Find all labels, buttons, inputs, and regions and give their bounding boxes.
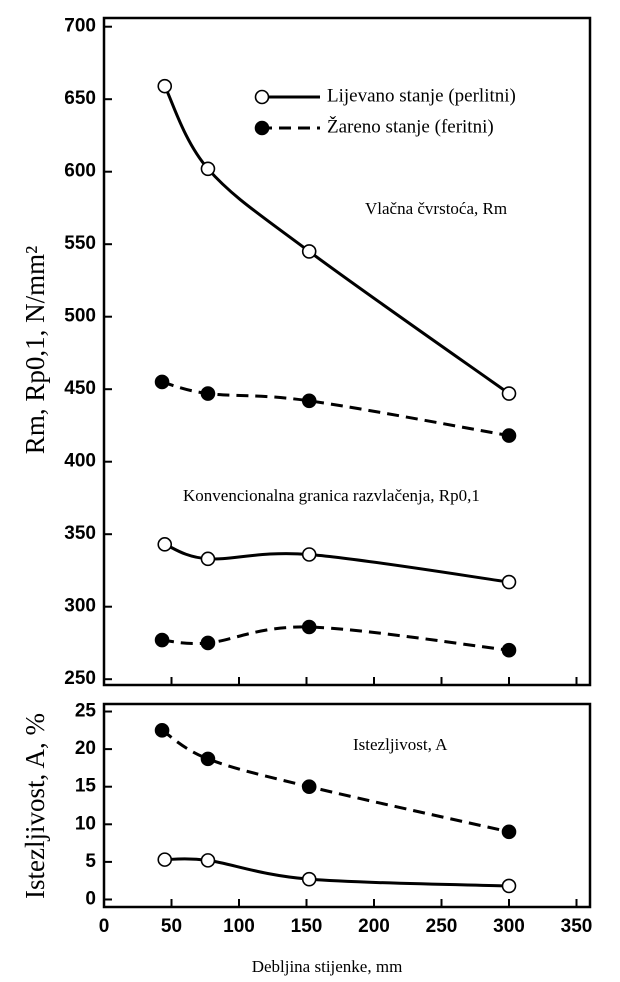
data-point xyxy=(301,244,317,259)
data-point xyxy=(200,853,216,868)
data-point xyxy=(501,574,517,590)
data-point xyxy=(301,779,317,795)
y-tick-label: 25 xyxy=(75,701,97,722)
data-point xyxy=(501,824,517,840)
x-tick-label: 300 xyxy=(493,916,525,937)
y-tick-label: 350 xyxy=(64,523,96,544)
y-tick-label: 450 xyxy=(64,378,96,399)
data-point xyxy=(200,551,216,567)
legend-marker xyxy=(254,120,270,136)
y-tick-label: 700 xyxy=(64,16,96,37)
data-point xyxy=(157,78,173,94)
legend-label: Lijevano stanje (perlitni) xyxy=(327,85,516,106)
y-tick-label: 550 xyxy=(64,233,96,254)
data-point xyxy=(501,878,517,894)
x-tick-label: 200 xyxy=(358,916,390,937)
y-tick-label: 0 xyxy=(85,888,96,909)
data-point xyxy=(301,619,317,635)
series-line xyxy=(161,625,510,652)
data-point xyxy=(154,723,170,738)
data-point xyxy=(157,852,173,867)
data-point xyxy=(200,161,216,177)
series-line xyxy=(163,85,510,395)
data-point xyxy=(200,635,216,651)
x-axis-label: Debljina stijenke, mm xyxy=(252,957,403,976)
y-tick-label: 15 xyxy=(75,776,97,797)
series-line xyxy=(164,857,510,888)
data-point xyxy=(157,537,173,552)
data-point xyxy=(200,751,216,767)
series-line xyxy=(164,542,510,584)
data-point xyxy=(301,871,317,887)
data-point xyxy=(154,374,170,390)
y-tick-label: 650 xyxy=(64,88,96,109)
data-point xyxy=(501,386,517,401)
y-tick-label: 20 xyxy=(75,738,96,759)
legend-marker xyxy=(254,89,270,105)
data-point xyxy=(154,632,170,648)
plot-frame xyxy=(102,702,592,909)
annotation: Vlačna čvrstoća, Rm xyxy=(365,199,507,218)
data-point xyxy=(301,547,317,562)
y-tick-label: 400 xyxy=(64,451,96,472)
annotation: Istezljivost, A xyxy=(353,735,448,754)
data-point xyxy=(301,393,317,409)
y-tick-label: 600 xyxy=(64,161,96,182)
plot-frame xyxy=(102,16,592,687)
x-tick-label: 250 xyxy=(426,916,458,937)
x-tick-label: 350 xyxy=(561,916,593,937)
annotation: Konvencionalna granica razvlačenja, Rp0,… xyxy=(183,486,480,505)
y-axis-label: Istezljivost, A, % xyxy=(20,713,50,899)
y-tick-label: 250 xyxy=(64,668,96,689)
series-line xyxy=(161,380,510,438)
series-line xyxy=(161,729,510,834)
data-point xyxy=(501,428,517,443)
x-tick-label: 0 xyxy=(99,916,110,937)
y-tick-label: 5 xyxy=(85,851,96,872)
x-tick-label: 150 xyxy=(291,916,323,937)
y-axis-label: Rm, Rp0,1, N/mm² xyxy=(20,246,50,454)
x-tick-label: 100 xyxy=(223,916,255,937)
y-tick-label: 300 xyxy=(64,596,96,617)
y-tick-label: 10 xyxy=(75,813,96,834)
x-tick-label: 50 xyxy=(161,916,182,937)
data-point xyxy=(200,386,216,401)
data-point xyxy=(501,642,517,658)
y-tick-label: 500 xyxy=(64,306,96,327)
legend-label: Žareno stanje (feritni) xyxy=(327,115,494,137)
